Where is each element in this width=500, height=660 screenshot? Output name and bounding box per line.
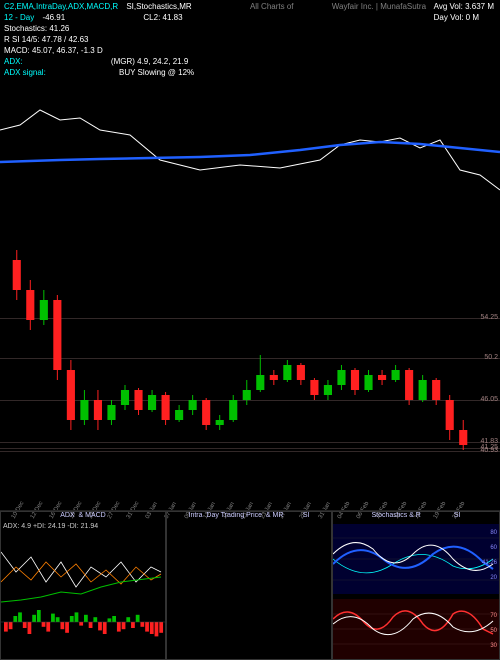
stoch-top-svg (333, 524, 500, 594)
head-l1a: C2,EMA,IntraDay,ADX,MACD,R (4, 2, 118, 11)
head-l2c: CL2: 41.83 (143, 13, 182, 22)
intraday-title: Intra Day Trading Price & MR SI (167, 512, 331, 519)
candlestick-chart: 54.2550.246.0541.8341.2540.93 10 Dec12 D… (0, 240, 500, 500)
adx-svg (1, 512, 166, 660)
avg-vol: Avg Vol: 3.637 M (434, 2, 494, 11)
head-l2a: 12 - Day (4, 13, 34, 22)
stoch-bot-svg (333, 599, 500, 659)
head-l5: MACD: 45.07, 46.37, -1.3 D (4, 46, 103, 55)
head-l7b: BUY Slowing @ 12% (119, 68, 194, 77)
intraday-panel: Intra Day Trading Price & MR SI (166, 511, 332, 660)
head-l1c: All Charts of (250, 2, 294, 11)
header-right: Avg Vol: 3.637 M Day Vol: 0 M (434, 2, 494, 24)
head-l7a: ADX signal: (4, 68, 46, 77)
adx-sub: ADX: 4.9 +DI: 24.19 -DI: 21.94 (3, 523, 98, 530)
head-l4: R SI 14/5: 47.78 / 42.63 (4, 35, 89, 44)
head-l1b: SI,Stochastics,MR (126, 2, 191, 11)
head-l1d: Wayfair Inc. | MunafaSutra (332, 2, 426, 11)
head-l6b: (MGR) 4.9, 24.2, 21.9 (111, 57, 188, 66)
bottom-panels: ADX & MACD ADX: 4.9 +DI: 24.19 -DI: 21.9… (0, 510, 500, 660)
head-l3: Stochastics: 41.26 (4, 24, 69, 33)
adx-title: ADX & MACD (1, 512, 165, 519)
stochastics-panel: Stochastics & R SI 806041.2620 705030 (332, 511, 500, 660)
head-l6a: ADX: (4, 57, 23, 66)
upper-line-chart (0, 100, 500, 200)
adx-macd-panel: ADX & MACD ADX: 4.9 +DI: 24.19 -DI: 21.9… (0, 511, 166, 660)
day-vol: Day Vol: 0 M (434, 13, 479, 22)
head-l2b: -46.91 (42, 13, 65, 22)
header: C2,EMA,IntraDay,ADX,MACD,R SI,Stochastic… (4, 2, 496, 79)
stoch-title: Stochastics & R SI (333, 512, 499, 519)
